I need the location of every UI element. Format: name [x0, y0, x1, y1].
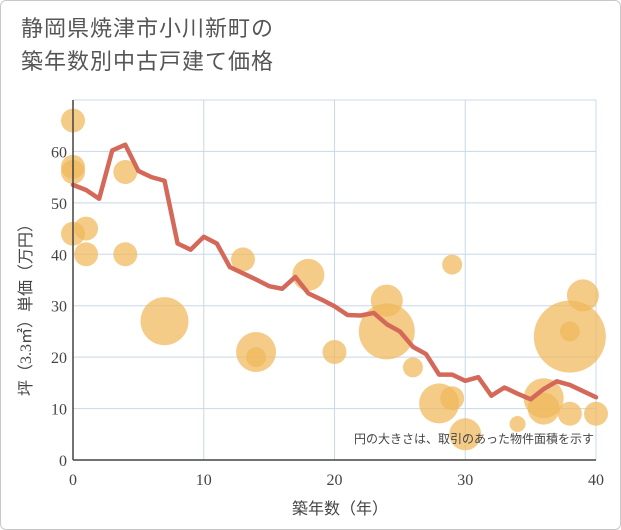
bubble-point [113, 160, 138, 184]
y-tick-label: 10 [51, 402, 67, 419]
bubble-point [566, 279, 599, 312]
y-tick-label: 20 [51, 350, 67, 367]
y-axis-label: 坪（3.3㎡）単価（万円） [17, 216, 35, 396]
bubble-point [74, 216, 99, 241]
bubble-point [402, 357, 423, 378]
bubble-point [509, 416, 526, 432]
axes [72, 100, 596, 461]
bubble-point [322, 340, 347, 364]
x-tick-label: 30 [457, 472, 473, 489]
chart-title: 静岡県焼津市小川新町の 築年数別中古戸建て価格 [21, 13, 274, 79]
grid [73, 99, 597, 460]
y-tick-label: 40 [51, 247, 67, 264]
x-tick-label: 0 [69, 472, 77, 489]
trend-line [70, 142, 599, 402]
x-axis-label: 築年数（年） [292, 500, 388, 518]
bubble-point [230, 247, 255, 272]
chart-title-line-2: 築年数別中古戸建て価格 [21, 50, 275, 75]
bubble-point [442, 254, 463, 275]
bubble-point [527, 392, 560, 425]
chart-title-line-1: 静岡県焼津市小川新町の [21, 17, 275, 42]
bubble-point [440, 386, 465, 411]
x-tick-label: 20 [327, 472, 343, 489]
bubble-point [584, 401, 608, 426]
bubble-point [113, 242, 138, 267]
bubble-point [140, 297, 189, 346]
bubble-point [449, 418, 482, 451]
bubbles [61, 108, 608, 451]
y-tick-label: 30 [51, 299, 67, 316]
bubble-point [559, 321, 580, 342]
bubble-point [557, 401, 582, 426]
size-note: 円の大きさは、取引のあった物件面積を示す [354, 431, 594, 446]
bubble-point [74, 242, 99, 267]
x-tick-label: 10 [196, 472, 212, 489]
bubble-point [292, 258, 325, 291]
tick-labels: 0 10 20 30 40 50 60 0 10 20 30 40 [51, 144, 604, 489]
bubble-point [358, 303, 415, 360]
y-tick-label: 50 [51, 196, 67, 213]
y-tick-label: 60 [51, 144, 67, 161]
bubble-point [246, 347, 267, 368]
y-tick-label: 0 [59, 453, 67, 470]
x-tick-label: 40 [588, 472, 604, 489]
trend-line-group [70, 142, 599, 402]
